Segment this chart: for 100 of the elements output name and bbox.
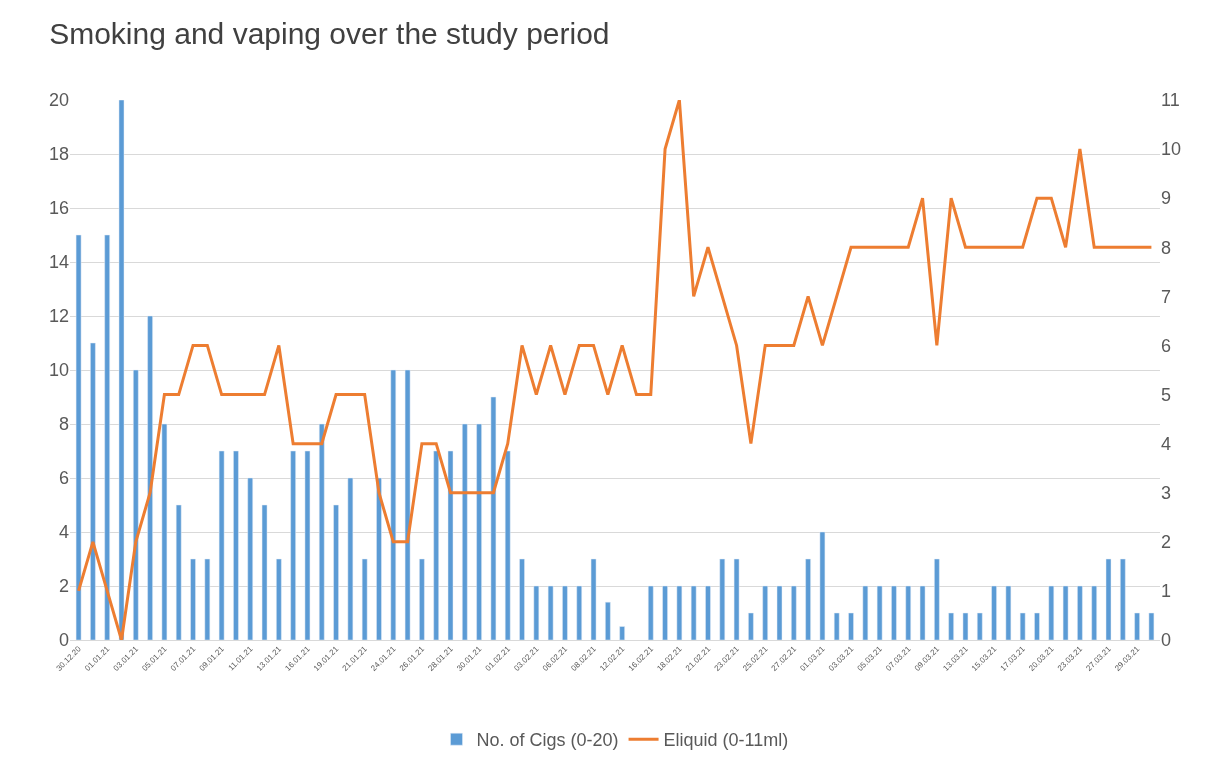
legend-label: No. of Cigs (0-20) xyxy=(476,730,619,751)
bar xyxy=(1048,585,1055,640)
bar xyxy=(648,585,654,640)
bar xyxy=(519,558,525,640)
bar xyxy=(433,450,439,640)
y-tick-label: 4 xyxy=(58,522,69,543)
bar xyxy=(791,585,797,640)
bar xyxy=(991,585,997,640)
bar xyxy=(848,612,854,640)
bar xyxy=(319,423,325,640)
bar xyxy=(676,585,683,640)
legend-label: Eliquid (0-11ml) xyxy=(663,730,789,751)
bar xyxy=(390,369,397,640)
bar xyxy=(977,612,983,640)
bar xyxy=(204,558,211,640)
bar xyxy=(862,585,869,640)
y-tick-label: 14 xyxy=(48,252,69,273)
y-tick-label: 8 xyxy=(58,414,69,435)
y-tick-label: 20 xyxy=(48,90,69,111)
bar xyxy=(104,234,110,640)
y2-tick-label: 11 xyxy=(1161,90,1180,111)
bar xyxy=(233,450,239,640)
y2-tick-label: 1 xyxy=(1161,581,1172,602)
bar xyxy=(476,423,482,640)
bar xyxy=(376,477,382,640)
bar xyxy=(533,585,540,640)
y-tick-label: 0 xyxy=(58,630,69,651)
bar xyxy=(1077,585,1083,640)
bar xyxy=(876,585,883,640)
bar xyxy=(333,504,339,640)
bar xyxy=(948,612,954,640)
bar xyxy=(1005,585,1012,640)
bar xyxy=(891,585,897,640)
bar xyxy=(75,234,82,640)
bar xyxy=(1105,558,1112,640)
bar xyxy=(290,450,296,640)
y-tick-label: 2 xyxy=(58,576,69,597)
bar xyxy=(905,585,911,640)
bar xyxy=(776,585,783,640)
bar xyxy=(547,585,554,640)
bar xyxy=(733,558,740,640)
bar xyxy=(1034,612,1040,640)
bar xyxy=(304,450,311,640)
y2-tick-label: 2 xyxy=(1161,532,1172,553)
y2-tick-label: 7 xyxy=(1161,286,1172,307)
bar xyxy=(719,558,726,640)
y2-tick-label: 5 xyxy=(1161,384,1172,405)
y2-tick-label: 10 xyxy=(1161,139,1182,160)
bar xyxy=(833,612,840,640)
y2-tick-label: 9 xyxy=(1161,188,1172,209)
y-tick-label: 6 xyxy=(58,468,69,489)
bar xyxy=(276,558,282,640)
y2-tick-label: 0 xyxy=(1161,630,1172,651)
y2-tick-label: 3 xyxy=(1161,483,1172,504)
bar xyxy=(1134,612,1140,640)
bar xyxy=(347,477,354,640)
bar xyxy=(1019,612,1026,640)
bar xyxy=(462,423,468,640)
bar xyxy=(447,450,454,640)
bar xyxy=(490,396,497,640)
y-tick-label: 16 xyxy=(48,198,69,219)
y2-tick-label: 6 xyxy=(1161,335,1172,356)
bar xyxy=(419,558,425,640)
bar xyxy=(605,601,611,640)
bar xyxy=(190,558,196,640)
bar xyxy=(934,558,940,640)
bar xyxy=(619,626,625,640)
bar xyxy=(762,585,768,640)
y-tick-label: 18 xyxy=(48,144,69,165)
bar xyxy=(705,585,711,640)
bar xyxy=(147,315,153,640)
bar xyxy=(90,342,96,640)
bar xyxy=(805,558,811,640)
line-series xyxy=(77,100,1153,640)
bar xyxy=(562,585,568,640)
y-tick-label: 12 xyxy=(48,306,69,327)
bar xyxy=(218,450,225,640)
bar xyxy=(175,504,182,640)
chart-title: Smoking and vaping over the study period xyxy=(49,17,610,51)
bar xyxy=(133,369,139,640)
bar xyxy=(504,450,511,640)
bar xyxy=(576,585,582,640)
y2-tick-label: 4 xyxy=(1161,433,1172,454)
bar xyxy=(748,612,754,640)
y-tick-label: 10 xyxy=(48,360,69,381)
bar xyxy=(361,558,368,640)
bar xyxy=(819,531,826,640)
bar xyxy=(247,477,253,640)
bar xyxy=(161,423,168,640)
bar xyxy=(962,612,969,640)
bar xyxy=(690,585,697,640)
bar xyxy=(1091,585,1097,640)
bar xyxy=(118,100,125,640)
bar xyxy=(1148,612,1155,640)
bar xyxy=(662,585,668,640)
bar xyxy=(1120,558,1126,640)
bar xyxy=(1062,585,1069,640)
bar xyxy=(919,585,926,640)
bar xyxy=(404,369,411,640)
bar xyxy=(261,504,268,640)
